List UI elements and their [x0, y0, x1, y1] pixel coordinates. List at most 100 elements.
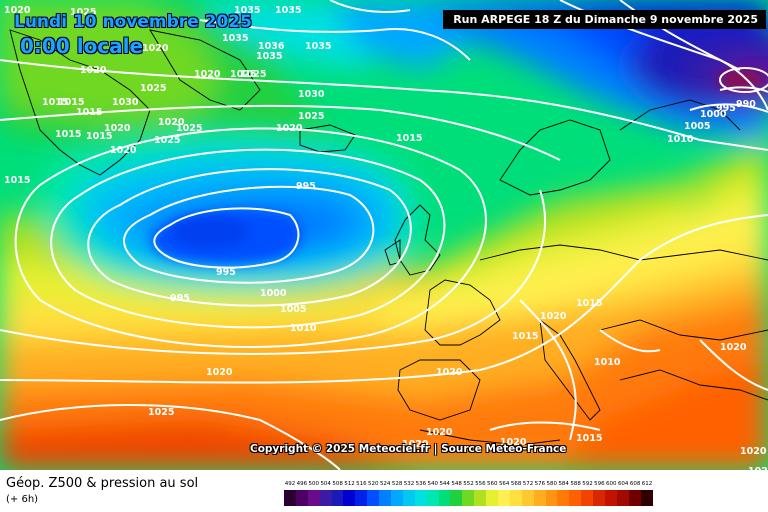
legend-tick: 540	[427, 481, 439, 487]
isobar-label: 1015	[576, 298, 602, 309]
coastlines	[9, 29, 768, 446]
legend-tick: 596	[594, 481, 605, 487]
legend-tick: 516	[356, 481, 367, 487]
map-footer: Géop. Z500 & pression au sol (+ 6h) 492 4…	[0, 470, 768, 512]
legend-swatch	[593, 490, 606, 506]
legend-tick: 560	[487, 481, 498, 487]
weather-map: 1020 1025 1035 1035 1020 1035 1036 1035 1035 1025…	[0, 0, 768, 470]
legend-tick: 500	[308, 481, 320, 487]
legend-swatch	[343, 490, 356, 506]
isobar-label: 1020	[4, 5, 31, 16]
legend-swatch	[640, 490, 653, 506]
color-legend	[284, 490, 653, 506]
isobar-label: 1020	[402, 439, 429, 450]
isobar-label: 1036	[258, 41, 285, 52]
legend-swatch	[521, 490, 534, 506]
isobar-label: 995	[170, 293, 190, 304]
legend-tick: 524	[379, 481, 391, 487]
isobar-label: 1015	[86, 131, 112, 142]
isobar-label: 1020	[720, 342, 747, 353]
legend-swatch	[331, 490, 344, 506]
legend-tick: 496	[296, 481, 308, 487]
isobar-label: 1025	[70, 7, 96, 18]
legend-swatch	[414, 490, 427, 506]
isobar-label: 995	[216, 267, 236, 278]
isobar-label: 1020	[436, 367, 463, 378]
isobar-label: 1020	[110, 145, 137, 156]
legend-tick: 584	[558, 481, 569, 487]
geopotential-field	[0, 0, 768, 470]
isobar-label: 990	[736, 99, 756, 110]
isobar-label: 1000	[260, 288, 287, 299]
isobar-label: 1015	[42, 97, 68, 108]
isobar-label: 1020	[426, 427, 453, 438]
legend-swatch	[391, 490, 403, 506]
isobar-label: 1010	[594, 357, 621, 368]
legend-tick: 556	[475, 481, 486, 487]
isobar-label: 1020	[740, 446, 767, 457]
legend-swatch	[581, 490, 594, 506]
legend-swatch	[498, 490, 510, 506]
legend-tick: 520	[368, 481, 379, 487]
legend-swatch	[319, 490, 332, 506]
legend-swatch	[557, 490, 570, 506]
legend-tick: 528	[391, 481, 403, 487]
legend-tick: 568	[510, 481, 522, 487]
legend-swatch	[426, 490, 439, 506]
isobar-label: 1020	[142, 43, 169, 54]
legend-tick: 536	[415, 481, 427, 487]
legend-swatch	[545, 490, 558, 506]
legend-swatch	[569, 490, 582, 506]
isobar-label: 1020	[748, 466, 768, 470]
isobar-label: 1020	[500, 437, 527, 448]
legend-swatch	[486, 490, 499, 506]
isobar-label: 1005	[684, 121, 710, 132]
legend-tick: 580	[546, 481, 558, 487]
legend-tick: 608	[629, 481, 641, 487]
legend-swatch	[605, 490, 617, 506]
legend-swatch	[379, 490, 392, 506]
legend-swatch	[438, 490, 451, 506]
legend-swatch	[509, 490, 522, 506]
legend-tick: 572	[522, 481, 534, 487]
legend-tick: 492	[284, 481, 296, 487]
legend-swatch	[616, 490, 629, 506]
isobar-label: 1035	[275, 5, 301, 16]
isobar-label: 1010	[290, 323, 317, 334]
isobar-label: 1015	[76, 107, 102, 118]
copyright-notice: Copyright © 2025 Meteociel.fr | Source M…	[250, 443, 567, 455]
isobar-label: 1010	[667, 134, 694, 145]
isobar-label: 1030	[298, 89, 325, 100]
isobar-label: 1020	[206, 367, 233, 378]
isobar-label: 1015	[396, 133, 422, 144]
legend-tick: 548	[451, 481, 462, 487]
legend-tick: 588	[570, 481, 581, 487]
legend-swatch	[450, 490, 463, 506]
isobar-label: 1015	[576, 433, 602, 444]
isobar-label: 995	[296, 181, 316, 192]
legend-swatch	[355, 490, 368, 506]
isobar-label: 1020	[194, 69, 221, 80]
legend-tick: 564	[498, 481, 510, 487]
legend-tick: 512	[344, 481, 355, 487]
isobar-label: 1025	[148, 407, 174, 418]
legend-tick: 604	[617, 481, 629, 487]
map-canvas: 1020 1025 1035 1035102010351036103510351025…	[0, 0, 768, 470]
legend-tick: 544	[439, 481, 450, 487]
legend-tick: 612	[641, 481, 653, 487]
legend-swatch	[402, 490, 415, 506]
isobar-label: 1035	[222, 33, 248, 44]
legend-tick: 552	[463, 481, 474, 487]
legend-swatch	[474, 490, 487, 506]
legend-swatch	[295, 490, 308, 506]
isobar-label: 1020	[104, 123, 131, 134]
legend-swatch	[307, 490, 320, 506]
legend-tick: 576	[534, 481, 546, 487]
isobar-label: 1025	[230, 69, 256, 80]
legend-tick: 592	[582, 481, 593, 487]
forecast-date: Lundi 10 novembre 2025	[14, 12, 252, 32]
legend-tick: 532	[403, 481, 415, 487]
isobar-label: 1015	[58, 97, 84, 108]
map-title: Géop. Z500 & pression au sol	[6, 476, 199, 491]
isobar-label: 995	[716, 103, 736, 114]
